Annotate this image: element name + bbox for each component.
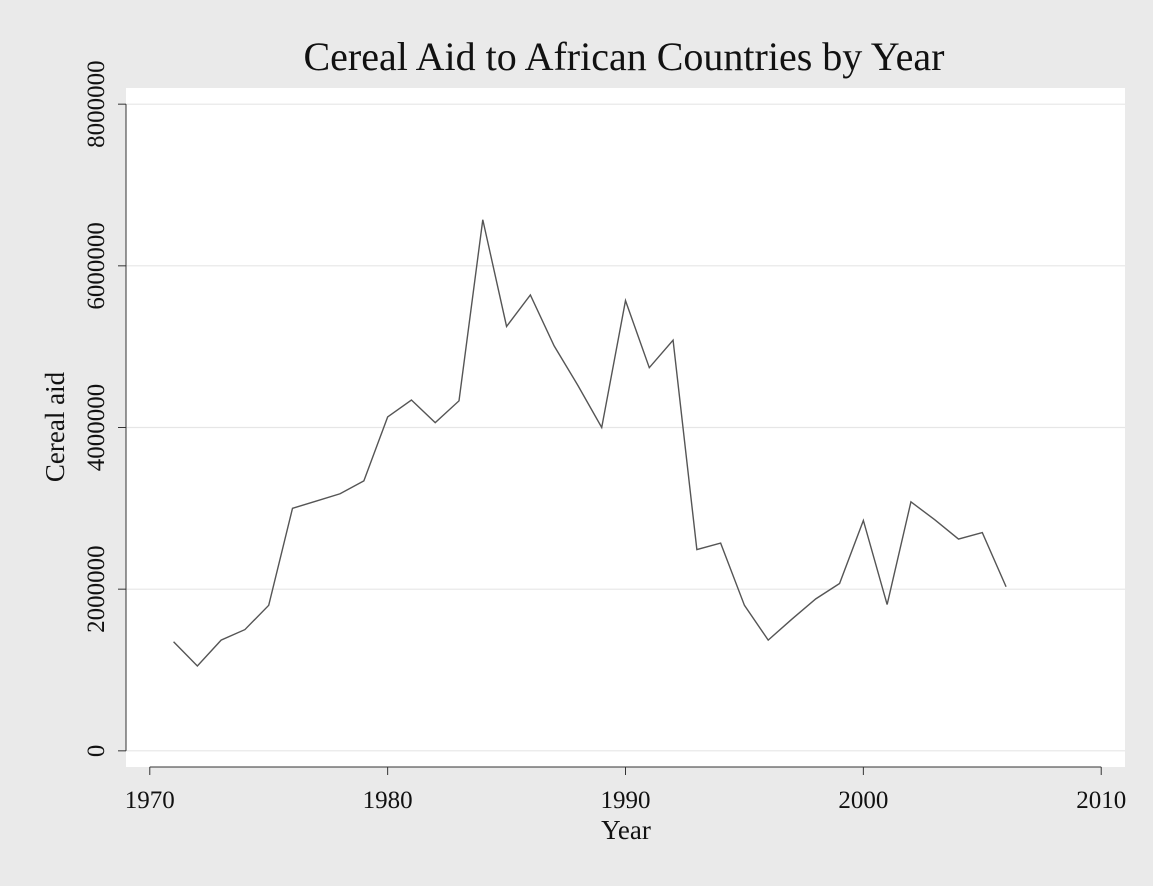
chart-title: Cereal Aid to African Countries by Year <box>304 34 945 79</box>
data-point <box>886 603 889 606</box>
y-tick-label: 6000000 <box>83 222 110 310</box>
data-point <box>315 500 318 503</box>
data-point <box>648 366 651 369</box>
data-point <box>529 293 532 296</box>
data-point <box>672 339 675 342</box>
data-point <box>267 604 270 607</box>
data-point <box>410 399 413 402</box>
data-point <box>553 344 556 347</box>
y-tick-label: 4000000 <box>83 384 110 472</box>
x-tick-label: 1990 <box>601 787 651 814</box>
y-tick-label: 8000000 <box>83 60 110 147</box>
series-line <box>173 219 1007 667</box>
data-point <box>458 399 461 402</box>
y-tick-label: 2000000 <box>83 545 110 633</box>
data-point <box>624 299 627 302</box>
data-point <box>362 479 365 482</box>
data-point <box>791 618 794 621</box>
data-point <box>719 542 722 545</box>
data-point <box>172 640 175 643</box>
data-point <box>957 538 960 541</box>
x-axis-label: Year <box>601 815 651 845</box>
data-point <box>505 325 508 328</box>
data-point <box>814 597 817 600</box>
data-point <box>196 664 199 667</box>
axes: 0 2000000 4000000 6000000 8000000 1970 1980 199… <box>83 60 1126 814</box>
data-point <box>481 218 484 221</box>
data-point <box>695 548 698 551</box>
data-point <box>981 531 984 534</box>
data-point <box>291 507 294 510</box>
data-point <box>743 604 746 607</box>
x-tick-label: 2010 <box>1076 787 1126 814</box>
data-point <box>576 384 579 387</box>
y-axis-label: Cereal aid <box>40 371 70 482</box>
data-point <box>386 415 389 418</box>
data-point <box>600 426 603 429</box>
x-tick-label: 1980 <box>363 787 413 814</box>
data-point <box>1005 585 1008 588</box>
data-point <box>434 421 437 424</box>
data-point <box>767 639 770 642</box>
data-point <box>243 628 246 631</box>
x-tick-label: 1970 <box>125 787 175 814</box>
data-point <box>933 518 936 521</box>
gridlines <box>126 103 1125 752</box>
data-point <box>220 639 223 642</box>
series-layer <box>172 218 1008 667</box>
data-point <box>909 500 912 503</box>
data-point <box>862 519 865 522</box>
y-tick-label: 0 <box>83 745 110 758</box>
data-point <box>838 582 841 585</box>
x-tick-label: 2000 <box>838 787 888 814</box>
data-point <box>339 492 342 495</box>
